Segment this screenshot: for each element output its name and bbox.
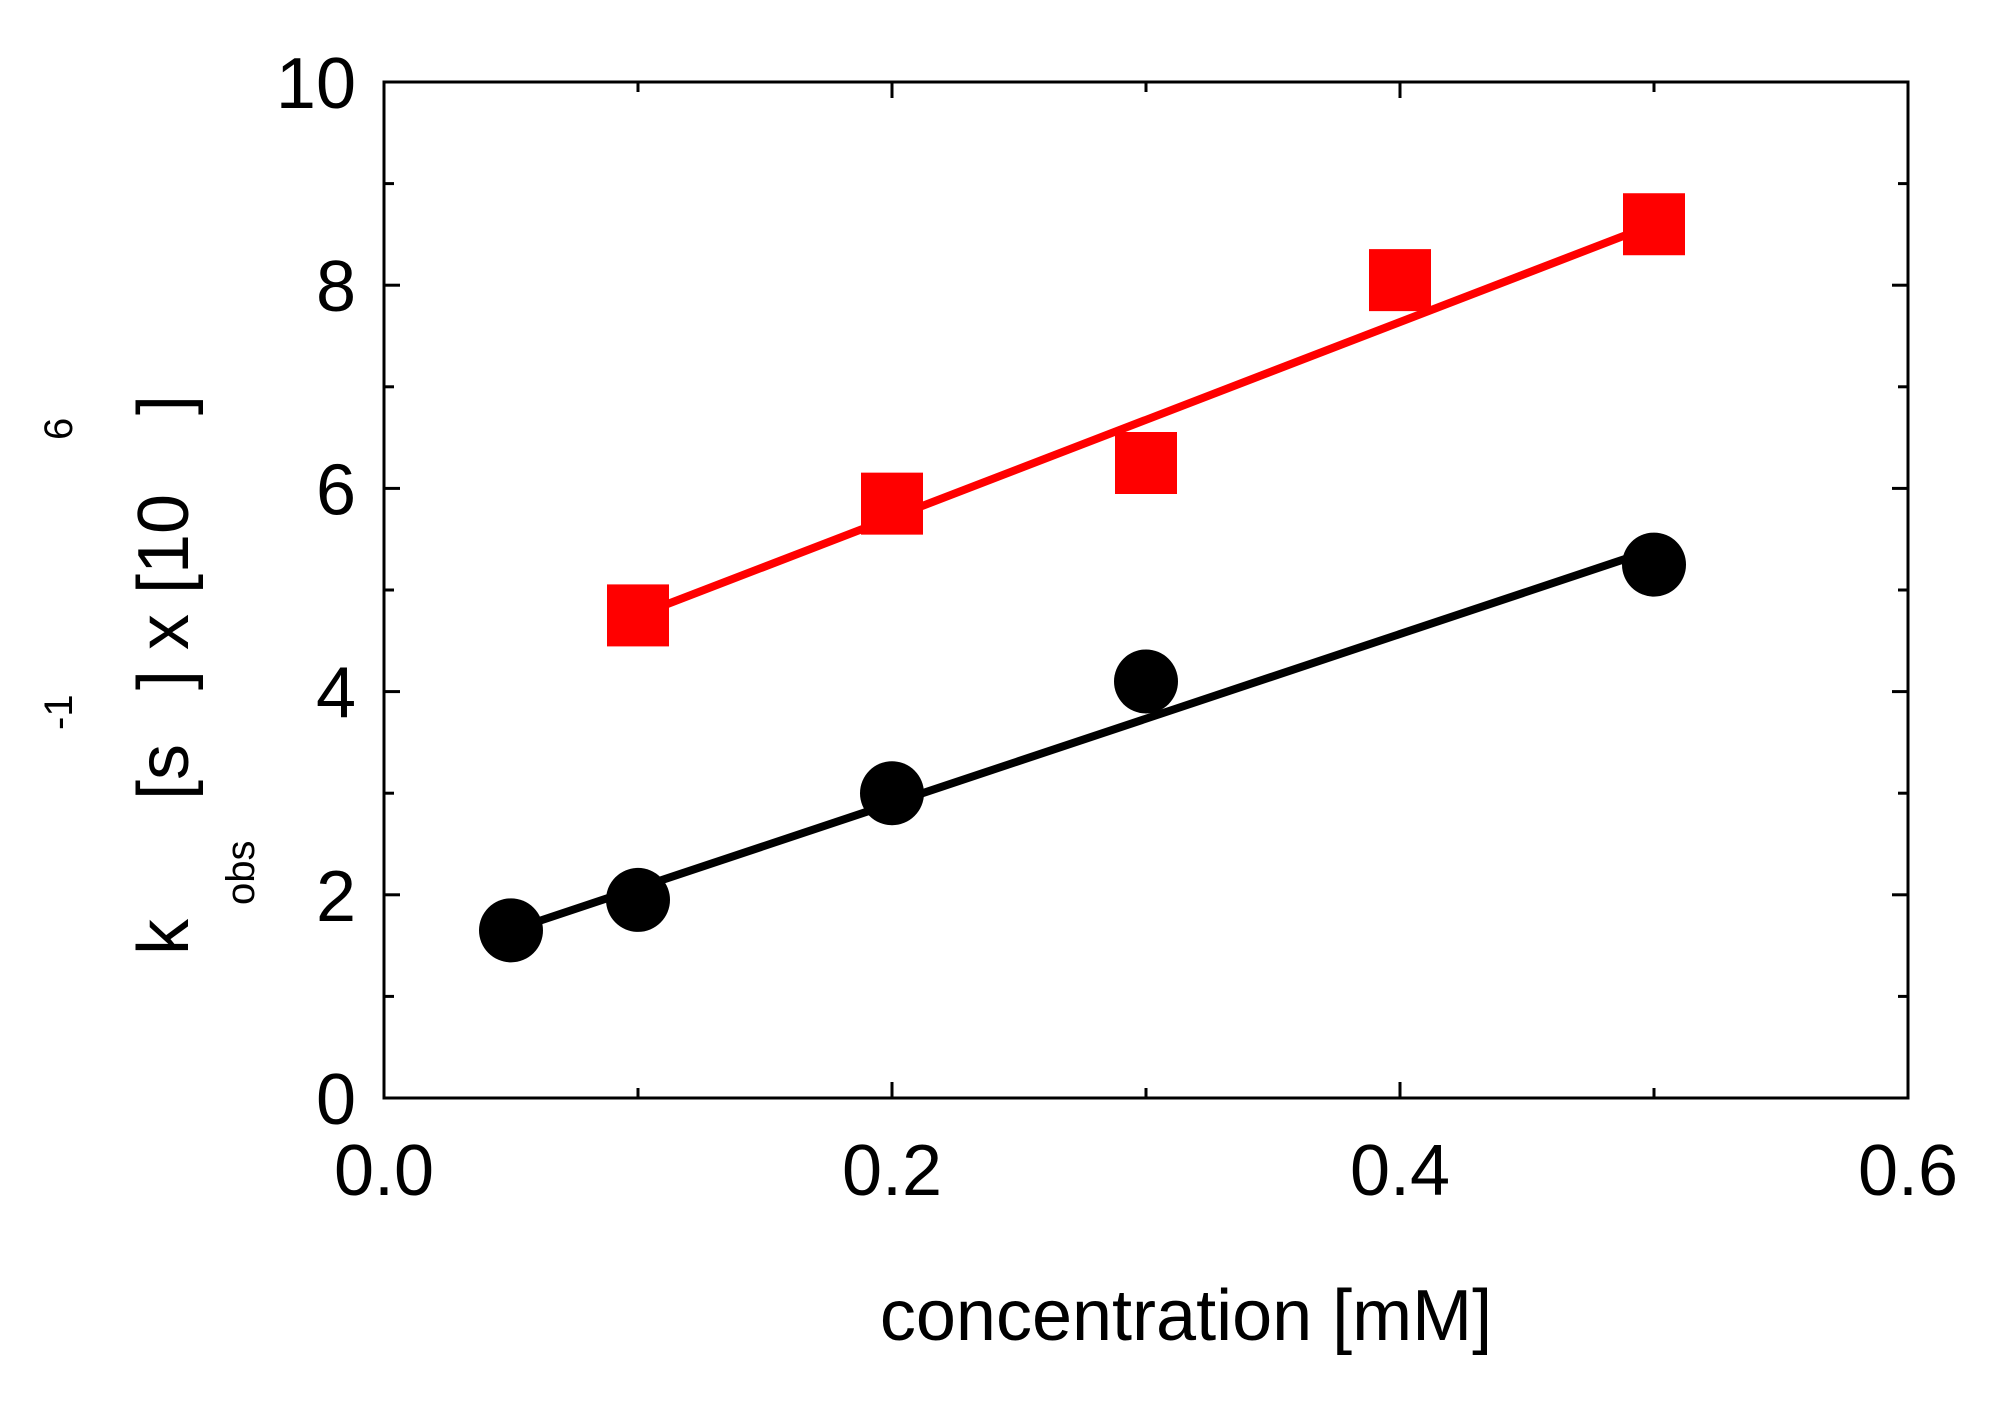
- y-axis-title: k obs [s -1 ] x [10 6 ]: [37, 395, 263, 955]
- y-tick-label: 2: [316, 857, 356, 937]
- y-tick-label: 4: [316, 654, 356, 734]
- x-tick-label: 0.0: [334, 1131, 434, 1211]
- red-squares-point: [1115, 432, 1177, 494]
- fit-lines: [509, 220, 1656, 935]
- x-axis-title: concentration [mM]: [880, 1276, 1492, 1356]
- red-squares-point: [861, 472, 923, 535]
- black-circles-point: [1622, 532, 1686, 597]
- black-circles-point: [479, 898, 543, 963]
- y-axis-title-unit-open: [s: [124, 744, 204, 800]
- black-circles-point: [606, 867, 670, 932]
- black-circles-fit-line: [509, 545, 1656, 935]
- y-axis-title-scale: ] x [10: [124, 494, 204, 690]
- data-points: [479, 193, 1686, 963]
- y-tick-label: 6: [316, 450, 356, 530]
- y-tick-label: 8: [316, 247, 356, 327]
- y-axis-title-exponent-1: -1: [37, 694, 81, 730]
- y-tick-label: 10: [276, 44, 356, 124]
- y-axis-title-k: k: [124, 918, 204, 955]
- plot-frame: [382, 80, 1910, 1100]
- black-circles-point: [1114, 649, 1178, 714]
- red-squares-fit-line: [636, 220, 1656, 620]
- x-tick-label: 0.4: [1350, 1131, 1450, 1211]
- y-axis-title-exponent-2: 6: [37, 418, 81, 440]
- y-axis-title-subscript: obs: [219, 841, 263, 906]
- axis-tick-labels: 0.0 0.2 0.4 0.6 0 2 4 6 8 10: [276, 44, 1958, 1211]
- red-squares-point: [1369, 249, 1431, 312]
- y-axis-title-close: ]: [124, 395, 204, 415]
- red-squares-point: [1623, 193, 1685, 256]
- x-tick-label: 0.2: [842, 1131, 942, 1211]
- x-tick-label: 0.6: [1858, 1131, 1958, 1211]
- black-circles-point: [860, 761, 924, 826]
- red-squares-point: [607, 584, 669, 647]
- y-tick-label: 0: [316, 1060, 356, 1140]
